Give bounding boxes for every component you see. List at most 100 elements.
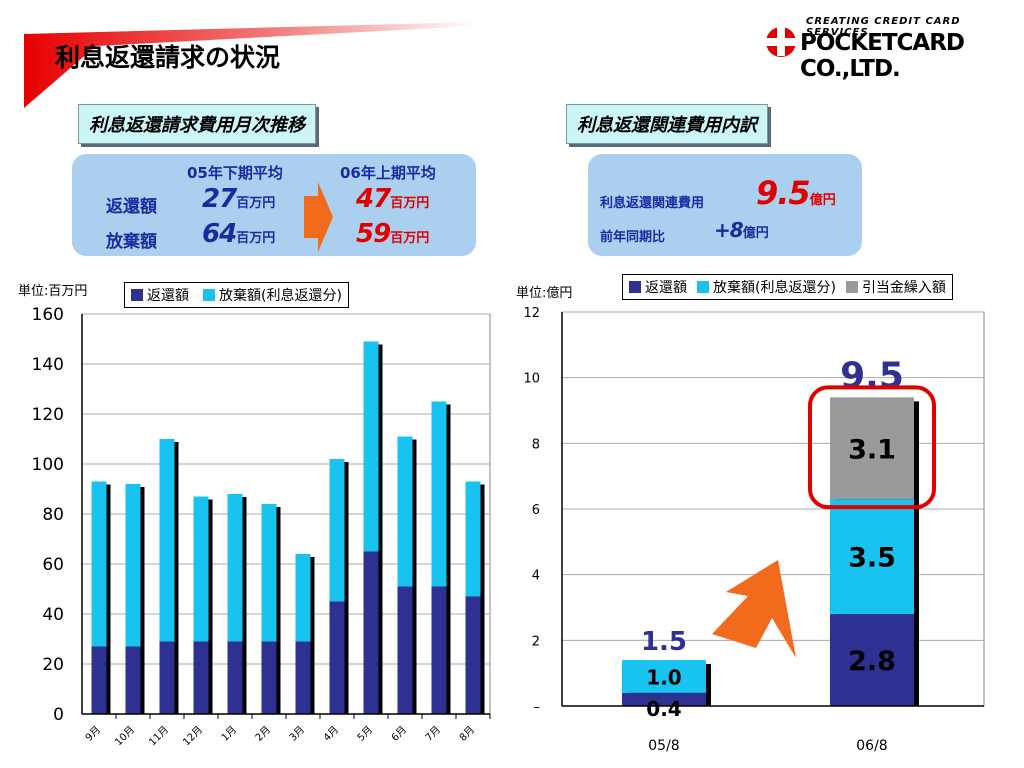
bar-houki-6月	[397, 436, 413, 587]
bar-houki-05/8	[622, 660, 706, 693]
yoy-label: 前年同期比	[600, 230, 666, 245]
row2-p1-value: 64百万円	[202, 219, 276, 249]
bar-houki-1月	[227, 494, 243, 642]
left-panel-title: 利息返還請求費用月次推移	[78, 104, 316, 144]
legend-item-houki-r: 放棄額(利息返還分)	[697, 277, 836, 297]
period1-label: 05年下期平均	[187, 164, 283, 182]
highlight-box	[808, 385, 936, 510]
bar-henkan-4月	[329, 601, 345, 714]
right-panel-title: 利息返還関連費用内訳	[566, 104, 768, 144]
y-tick-label: 6	[532, 503, 540, 518]
x-tick-label: 1月	[219, 724, 239, 744]
right-chart-unit: 単位:億円	[516, 286, 573, 301]
bar-houki-2月	[261, 504, 277, 642]
x-tick-label: 7月	[423, 724, 443, 744]
data-label-houki-05/8: 1.0	[646, 665, 681, 689]
data-label-henkan-05/8: 0.4	[646, 697, 681, 721]
yoy-value: +8億円	[714, 218, 769, 242]
legend-item-henkan: 返還額	[131, 285, 189, 305]
bar-houki-4月	[329, 459, 345, 602]
total-cost-label: 利息返還関連費用	[600, 196, 705, 211]
row1-p1-value: 27百万円	[202, 184, 276, 214]
monthly-cost-chart: 0 20 40 60 80 100 120 140 160 9月 10月 11月 12月 1月 2月 3月 4月…	[32, 305, 491, 749]
x-tick-label: 3月	[287, 724, 307, 744]
logo-tagline: CREATING CREDIT CARD SERVICES	[806, 16, 961, 38]
bar-houki-3月	[295, 554, 311, 642]
row2-label: 放棄額	[106, 232, 157, 252]
x-tick-label: 5月	[355, 724, 375, 744]
y-tick-label: 12	[523, 306, 540, 321]
x-tick-label: 05/8	[648, 738, 679, 754]
data-label-hikiate-06/8: 3.1	[848, 434, 896, 465]
data-label-henkan-06/8: 2.8	[848, 646, 896, 677]
bar-henkan-2月	[261, 641, 277, 714]
bar-hikiate-06/8	[830, 397, 914, 500]
y-tick-label: 140	[32, 355, 64, 375]
bar-houki-10月	[125, 484, 141, 647]
period2-label: 06年上期平均	[340, 164, 436, 182]
row2-p2-value: 59百万円	[356, 219, 430, 249]
right-summary-box: 利息返還関連費用 9.5億円 前年同期比 +8億円	[588, 154, 862, 256]
legend-item-hikiate-r: 引当金繰入額	[845, 277, 946, 297]
x-tick-label: 8月	[457, 724, 477, 744]
bar-henkan-8月	[465, 596, 481, 714]
row1-label: 返還額	[106, 197, 157, 217]
bar-henkan-3月	[295, 641, 311, 714]
right-chart-legend: 返還額 放棄額(利息返還分) 引当金繰入額	[622, 274, 953, 300]
bar-henkan-5月	[363, 551, 379, 714]
x-tick-label: 12月	[181, 724, 206, 749]
left-chart-legend: 返還額 放棄額(利息返還分)	[124, 282, 349, 308]
total-label-06/8: 9.5	[840, 355, 904, 396]
bar-henkan-1月	[227, 641, 243, 714]
y-tick-label: 120	[32, 405, 64, 425]
left-summary-box: 05年下期平均 06年上期平均 返還額 放棄額 27百万円 64百万円 47百万…	[72, 154, 476, 256]
left-chart-unit: 単位:百万円	[18, 284, 88, 299]
logo-name: POCKETCARD CO.,LTD.	[800, 30, 965, 82]
bar-houki-11月	[159, 439, 175, 642]
y-tick-label: 20	[42, 655, 64, 675]
x-tick-label: 11月	[147, 724, 172, 749]
bar-houki-12月	[193, 496, 209, 642]
legend-item-houki: 放棄額(利息返還分)	[203, 285, 342, 305]
y-tick-label: –	[534, 700, 541, 715]
y-tick-label: 160	[32, 305, 64, 325]
x-tick-label: 9月	[83, 724, 103, 744]
y-tick-label: 40	[42, 605, 64, 625]
data-label-houki-06/8: 3.5	[848, 543, 896, 574]
bar-henkan-6月	[397, 586, 413, 714]
y-tick-label: 60	[42, 555, 64, 575]
bar-houki-06/8	[830, 499, 914, 615]
title-banner	[24, 22, 476, 108]
cost-breakdown-chart: – 2 4 6 8 10 12 0.4 1.0 1.5 05/8 2.8 3.5 3.1 9.5 06/8	[523, 306, 985, 754]
right-arrow-icon	[304, 182, 333, 252]
x-tick-label: 6月	[389, 724, 409, 744]
bar-henkan-05/8	[622, 692, 706, 706]
row1-p2-value: 47百万円	[356, 184, 430, 214]
bar-houki-8月	[465, 481, 481, 597]
legend-item-henkan-r: 返還額	[629, 277, 687, 297]
bar-henkan-11月	[159, 641, 175, 714]
x-tick-label: 10月	[113, 724, 138, 749]
y-tick-label: 2	[532, 634, 540, 649]
bar-henkan-06/8	[830, 614, 914, 706]
bar-henkan-10月	[125, 646, 141, 714]
bar-henkan-9月	[91, 646, 107, 714]
y-tick-label: 80	[42, 505, 64, 525]
bar-henkan-7月	[431, 586, 447, 714]
y-tick-label: 0	[53, 705, 64, 725]
bar-houki-9月	[91, 481, 107, 647]
x-tick-label: 06/8	[856, 738, 887, 754]
total-cost-value: 9.5億円	[756, 174, 836, 212]
y-tick-label: 100	[32, 455, 64, 475]
bar-houki-5月	[363, 341, 379, 552]
growth-arrow-icon	[712, 560, 796, 658]
pocketcard-logo-icon	[766, 26, 796, 57]
page-title: 利息返還請求の状況	[55, 43, 281, 72]
bar-houki-7月	[431, 401, 447, 587]
y-tick-label: 8	[532, 437, 540, 452]
total-label-05/8: 1.5	[641, 627, 687, 657]
y-tick-label: 10	[523, 372, 540, 387]
x-tick-label: 4月	[321, 724, 341, 744]
x-tick-label: 2月	[253, 724, 273, 744]
y-tick-label: 4	[532, 569, 540, 584]
